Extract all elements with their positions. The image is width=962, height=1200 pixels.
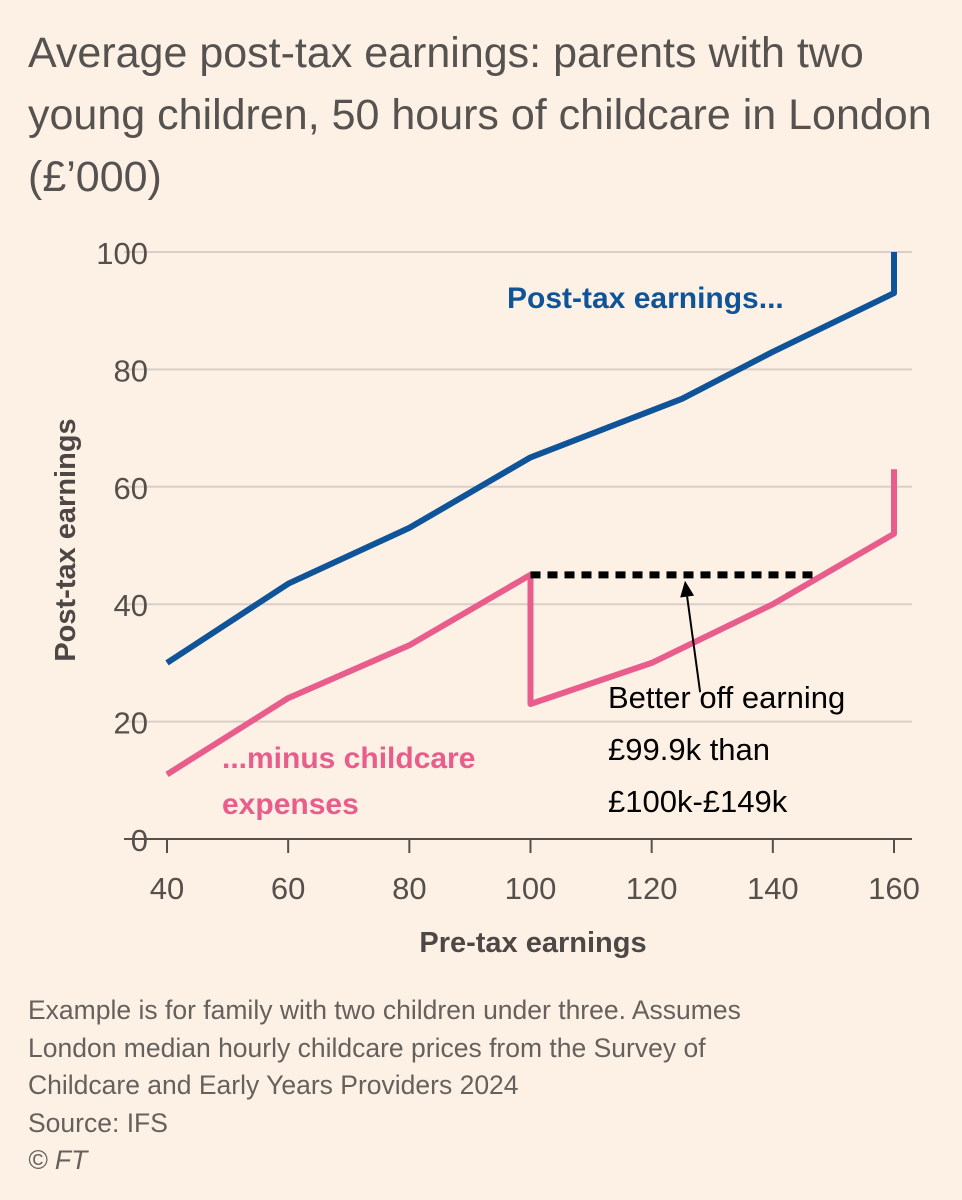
y-tick-label: 100: [96, 236, 148, 271]
y-tick-label: 0: [131, 823, 148, 858]
footnote-line: London median hourly childcare prices fr…: [28, 1032, 706, 1063]
x-tick-label: 160: [868, 871, 920, 906]
y-tick-label: 40: [114, 588, 148, 623]
y-tick-label: 20: [114, 706, 148, 741]
copyright-text: © FT: [28, 1145, 88, 1175]
x-tick-label: 120: [626, 871, 678, 906]
x-tick-label: 100: [505, 871, 557, 906]
series-group: [165, 252, 897, 777]
gridlines: [124, 251, 912, 723]
series-line-post-tax: [165, 252, 897, 666]
y-axis-ticks: 0 20 40 60 80 100: [96, 236, 148, 858]
x-tick-label: 80: [392, 871, 426, 906]
annotation-arrow-head: [680, 580, 695, 598]
footnote-line: Childcare and Early Years Providers 2024: [28, 1070, 519, 1100]
x-axis-ticks: 40 60 80 100 120 140 160: [150, 839, 920, 906]
annotation-arrow: [686, 596, 702, 693]
footnote-line: Example is for family with two children …: [28, 995, 741, 1025]
x-axis-label: Pre-tax earnings: [419, 927, 646, 959]
chart: 0 20 40 60 80 100 40 60 80 100 120 140 160 Post-tax…: [50, 236, 920, 959]
annotation-line-2: £99.9k than: [608, 732, 770, 767]
annotation-label: Better off earning £99.9k than £100k-£14…: [608, 680, 854, 819]
annotation-line-3: £100k-£149k: [608, 784, 788, 819]
series-label-minus-childcare: ...minus childcare expenses: [222, 742, 484, 821]
y-tick-label: 60: [114, 471, 148, 506]
y-axis-label: Post-tax earnings: [50, 418, 82, 661]
y-tick-label: 80: [114, 353, 148, 388]
series-line-minus-childcare: [165, 469, 897, 777]
series-label-post-tax: Post-tax earnings...: [507, 282, 784, 315]
x-tick-label: 140: [747, 871, 799, 906]
source-text: Source: IFS: [28, 1107, 168, 1138]
annotation-line-1: Better off earning: [608, 680, 845, 715]
x-tick-label: 60: [271, 871, 305, 906]
x-tick-label: 40: [150, 871, 184, 906]
footnote: Example is for family with two children …: [28, 992, 928, 1180]
chart-title: Average post-tax earnings: parents with …: [28, 29, 932, 201]
